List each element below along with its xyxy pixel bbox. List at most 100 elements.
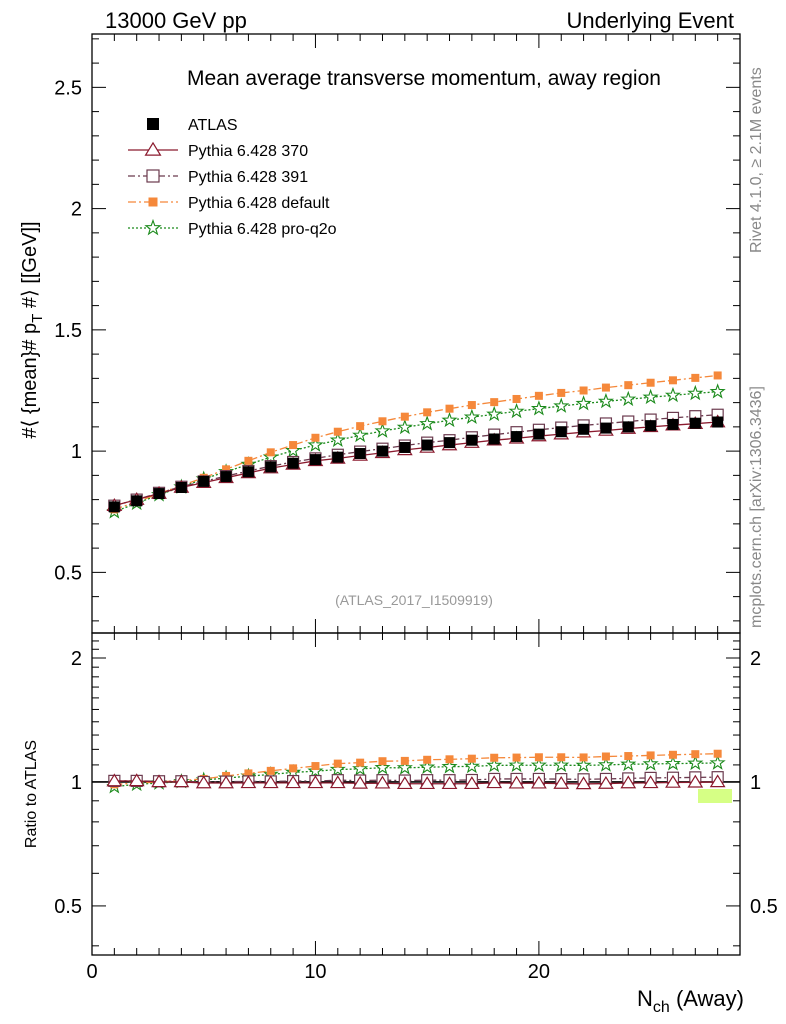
ratio-ytick-label-right: 2: [750, 648, 761, 670]
ratio-point: [668, 750, 677, 759]
ratio-point: [512, 753, 521, 762]
main-point: [175, 481, 187, 493]
ratio-point: [486, 756, 503, 773]
ratio-point: [266, 766, 275, 775]
ratio-point: [575, 776, 592, 790]
main-point: [712, 416, 724, 428]
main-point: [287, 457, 299, 469]
ratio-point: [642, 775, 659, 789]
legend-entry: Pythia 6.428 pro-q2o: [128, 218, 337, 238]
ratio-ytick-label: 2: [71, 648, 82, 670]
ratio-point: [218, 775, 234, 789]
main-point: [333, 427, 342, 436]
legend-entry: ATLAS: [147, 117, 238, 134]
ratio-point: [557, 753, 566, 762]
main-point: [486, 405, 503, 422]
main-point: [664, 386, 682, 403]
header-right: Underlying Event: [566, 8, 734, 33]
ratio-xtick-label: 20: [528, 961, 550, 983]
ratio-point: [195, 775, 212, 789]
main-point: [396, 418, 413, 435]
ratio-point: [329, 761, 346, 777]
main-series-line: [114, 421, 718, 507]
ratio-ytick-label: 1: [71, 772, 82, 794]
main-point: [709, 383, 726, 399]
main-ytick-label: 1: [71, 441, 82, 463]
ratio-point: [240, 775, 257, 789]
main-point: [488, 433, 500, 445]
ratio-point: [441, 758, 458, 774]
ratio-point: [530, 756, 547, 773]
legend-label: ATLAS: [188, 117, 238, 134]
main-point: [419, 415, 436, 431]
main-point: [423, 408, 432, 417]
main-ytick-label: 2.5: [54, 77, 82, 99]
ratio-point: [173, 774, 190, 788]
ratio-series-line: [114, 762, 718, 788]
ratio-xtick-label: 10: [304, 961, 326, 983]
main-point: [467, 401, 476, 410]
main-ytick-label: 2: [71, 199, 82, 221]
ratio-point: [396, 759, 413, 775]
ratio-xlabel-tail: (Away): [670, 986, 744, 1011]
ratio-point: [374, 775, 391, 789]
side-label-mcplots: mcplots.cern.ch [arXiv:1306.3436]: [748, 386, 765, 628]
main-point: [421, 439, 433, 451]
main-point: [557, 388, 566, 397]
ratio-point: [508, 756, 525, 773]
main-ylabel: #⟨ {mean}# pT #⟩ [[GeV]]: [19, 221, 46, 438]
ratio-point: [624, 752, 633, 761]
main-ytick-label: 1.5: [54, 320, 82, 342]
main-point: [579, 386, 588, 395]
ratio-point: [691, 750, 700, 759]
ratio-point: [441, 776, 458, 790]
main-point: [108, 501, 120, 513]
main-point: [332, 451, 344, 463]
legend-entry: Pythia 6.428 default: [128, 195, 330, 212]
ratio-point: [709, 774, 726, 788]
ratio-point: [646, 751, 655, 760]
ratio-point: [598, 775, 614, 789]
ratio-series-line: [114, 776, 718, 783]
main-point: [242, 466, 254, 478]
legend-label: Pythia 6.428 370: [188, 143, 308, 160]
main-point: [441, 411, 458, 428]
legend-marker: [146, 169, 160, 183]
ratio-point: [423, 755, 432, 764]
main-point: [646, 378, 655, 387]
main-point: [376, 445, 388, 457]
main-point: [153, 488, 165, 500]
main-watermark: (ATLAS_2017_I1509919): [335, 592, 493, 608]
main-point: [689, 417, 701, 429]
main-point: [445, 404, 454, 413]
ratio-point: [262, 775, 279, 789]
ratio-axis-ticks: 0.5 0.51 12 20 10 20: [54, 632, 778, 983]
main-series-0: [108, 416, 724, 513]
ratio-point: [490, 753, 499, 762]
ratio-point: [620, 775, 637, 789]
main-point: [265, 461, 277, 473]
ratio-point: [285, 775, 301, 789]
main-point: [399, 441, 411, 453]
ratio-point: [579, 753, 588, 762]
main-point: [354, 448, 366, 460]
main-point: [352, 426, 369, 443]
ratio-point: [620, 755, 637, 772]
ratio-point: [687, 774, 704, 788]
main-ylabel-sub: T: [29, 314, 46, 323]
main-series-4: [106, 383, 726, 519]
main-series-line: [114, 391, 718, 513]
main-point: [289, 441, 298, 450]
ratio-panel: 0.5 0.51 12 20 10 20 Ratio to ATLAS Nch (Away…: [23, 632, 778, 1016]
main-point: [713, 371, 722, 380]
main-ylabel-main: #⟨ {mean}# p: [19, 323, 41, 439]
main-point: [530, 400, 547, 416]
ratio-point: [311, 762, 320, 771]
ratio-series: [106, 749, 726, 794]
ratio-point: [665, 774, 681, 788]
legend-label: Pythia 6.428 391: [188, 169, 308, 186]
ratio-point: [553, 756, 570, 773]
main-point: [511, 431, 523, 443]
ratio-ytick-label-right: 1: [750, 772, 761, 794]
main-point: [642, 388, 659, 405]
